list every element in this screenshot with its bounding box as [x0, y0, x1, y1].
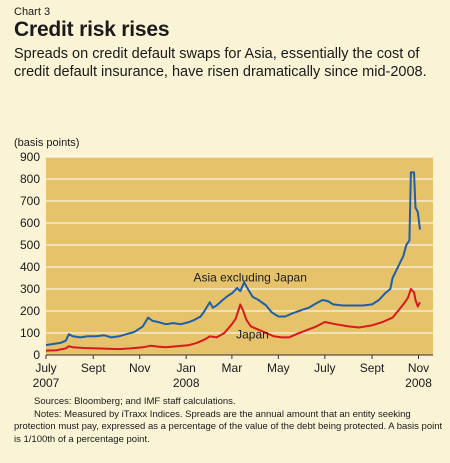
series-lines: [45, 171, 421, 352]
series-label: Asia excluding Japan: [193, 270, 306, 284]
y-tick-label: 400: [20, 260, 40, 274]
series-line-asia-ex-japan: [45, 171, 421, 347]
series-label: Japan: [236, 328, 269, 342]
chart-subtitle: Spreads on credit default swaps for Asia…: [14, 46, 427, 80]
x-tick-label: July: [35, 361, 56, 375]
x-tick-label: Mar: [222, 361, 243, 375]
x-tick-label: Sept: [81, 361, 106, 375]
x-tick-label: July: [314, 361, 335, 375]
x-tick-label: Nov: [408, 361, 429, 375]
y-tick-label: 0: [33, 348, 40, 362]
y-tick-label: 200: [20, 304, 40, 318]
x-tick-year-label: 2008: [405, 376, 432, 390]
sources-note: Sources: Bloomberg; and IMF staff calcul…: [34, 396, 236, 407]
explanatory-note: Notes: Measured by iTraxx Indices. Sprea…: [14, 408, 443, 445]
chart-notes: Sources: Bloomberg; and IMF staff calcul…: [14, 396, 444, 446]
x-tick-label: Nov: [129, 361, 150, 375]
series-line-japan: [45, 288, 421, 352]
x-tick-label: Jan: [176, 361, 195, 375]
y-tick-label: 800: [20, 172, 40, 186]
y-axis-unit-label: (basis points): [14, 137, 80, 149]
series-labels: Asia excluding Japan Japan: [193, 270, 306, 341]
x-tick-label: Sept: [360, 361, 385, 375]
y-tick-label: 700: [20, 194, 40, 208]
y-axis-ticks: 0 100 200 300 400 500 600 700 800 900: [20, 150, 40, 362]
chart-title: Credit risk rises: [14, 18, 170, 41]
x-tick-year-label: 2007: [33, 376, 60, 390]
x-tick-label: May: [267, 361, 290, 375]
y-tick-label: 300: [20, 282, 40, 296]
y-tick-label: 600: [20, 216, 40, 230]
y-tick-label: 100: [20, 326, 40, 340]
plot-area: [46, 157, 433, 355]
x-tick-year-label: 2008: [173, 376, 200, 390]
chart-number: Chart 3: [14, 6, 51, 18]
y-tick-label: 500: [20, 238, 40, 252]
y-tick-label: 900: [20, 150, 40, 164]
